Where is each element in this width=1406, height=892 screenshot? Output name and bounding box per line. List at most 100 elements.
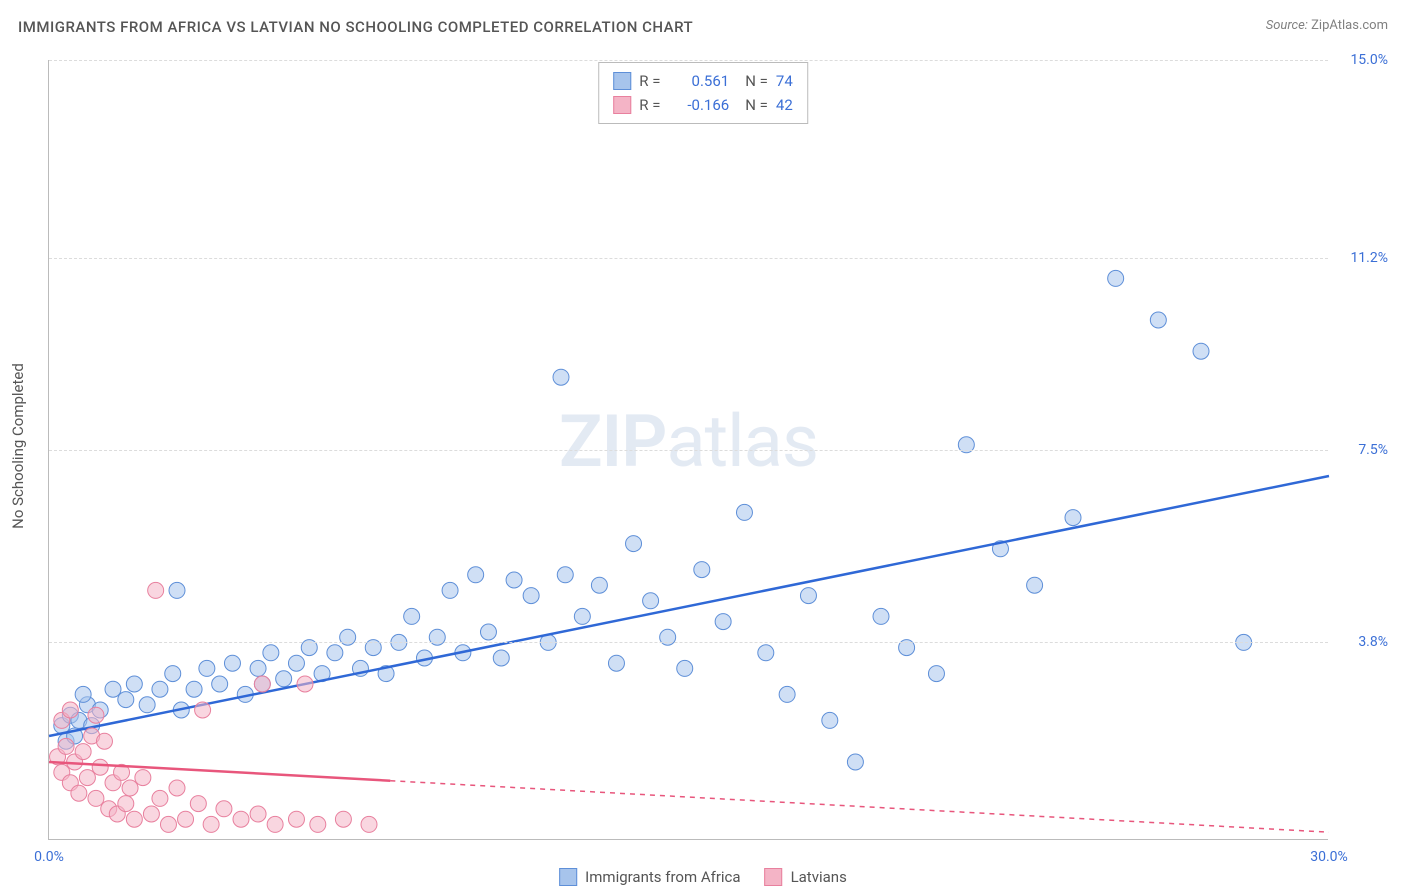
y-axis-title: No Schooling Completed: [9, 363, 27, 529]
data-point: [677, 660, 693, 676]
data-point: [557, 567, 573, 583]
data-point: [758, 645, 774, 661]
n-value: 74: [776, 69, 793, 93]
data-point: [212, 676, 228, 692]
y-tick-label: 15.0%: [1350, 52, 1388, 68]
r-label: R =: [639, 69, 667, 93]
data-point: [310, 816, 326, 832]
data-point: [118, 692, 134, 708]
data-point: [135, 770, 151, 786]
r-value: 0.561: [675, 69, 729, 93]
data-point: [126, 811, 142, 827]
data-point: [327, 645, 343, 661]
data-point: [335, 811, 351, 827]
gridline: [49, 642, 1328, 643]
gridline: [49, 450, 1328, 451]
data-point: [203, 816, 219, 832]
data-point: [276, 671, 292, 687]
legend-swatch: [559, 868, 577, 886]
y-tick-label: 11.2%: [1350, 250, 1388, 266]
data-point: [442, 582, 458, 598]
legend-swatch: [765, 868, 783, 886]
data-point: [736, 504, 752, 520]
n-label: N =: [745, 93, 768, 117]
data-point: [523, 588, 539, 604]
data-point: [160, 816, 176, 832]
plot-area: ZIPatlas 3.8%7.5%11.2%15.0%0.0%30.0%: [48, 60, 1328, 840]
data-point: [288, 811, 304, 827]
data-point: [468, 567, 484, 583]
x-tick-label: 30.0%: [1310, 849, 1348, 865]
data-point: [139, 697, 155, 713]
data-point: [800, 588, 816, 604]
data-point: [779, 686, 795, 702]
data-point: [186, 681, 202, 697]
source-label: Source:: [1266, 18, 1308, 33]
data-point: [250, 660, 266, 676]
data-point: [288, 655, 304, 671]
data-point: [626, 536, 642, 552]
data-point: [169, 582, 185, 598]
legend-label: Immigrants from Africa: [585, 868, 740, 886]
data-point: [75, 744, 91, 760]
data-point: [199, 660, 215, 676]
legend-item: Latvians: [765, 868, 847, 886]
chart-title: IMMIGRANTS FROM AFRICA VS LATVIAN NO SCH…: [18, 18, 693, 36]
data-point: [105, 681, 121, 697]
data-point: [928, 666, 944, 682]
n-value: 42: [776, 93, 793, 117]
data-point: [715, 614, 731, 630]
data-point: [254, 676, 270, 692]
data-point: [1065, 510, 1081, 526]
data-point: [873, 608, 889, 624]
gridline: [49, 258, 1328, 259]
data-point: [216, 801, 232, 817]
data-point: [71, 785, 87, 801]
data-point: [224, 655, 240, 671]
data-point: [165, 666, 181, 682]
trendline-dashed: [390, 781, 1329, 832]
y-tick-label: 7.5%: [1358, 442, 1388, 458]
data-point: [126, 676, 142, 692]
data-point: [122, 780, 138, 796]
data-point: [267, 816, 283, 832]
x-tick-label: 0.0%: [34, 849, 64, 865]
legend-swatch: [613, 96, 631, 114]
legend-label: Latvians: [791, 868, 847, 886]
r-value: -0.166: [675, 93, 729, 117]
data-point: [643, 593, 659, 609]
data-point: [152, 681, 168, 697]
series-legend: Immigrants from Africa Latvians: [559, 868, 847, 886]
data-point: [190, 796, 206, 812]
data-point: [152, 790, 168, 806]
r-label: R =: [639, 93, 667, 117]
data-point: [233, 811, 249, 827]
data-point: [58, 738, 74, 754]
correlation-legend: R = 0.561 N = 74 R = -0.166 N = 42: [598, 62, 808, 124]
data-point: [169, 780, 185, 796]
legend-swatch: [613, 72, 631, 90]
data-point: [96, 733, 112, 749]
n-label: N =: [745, 69, 768, 93]
data-point: [178, 811, 194, 827]
data-point: [822, 712, 838, 728]
correlation-row: R = 0.561 N = 74: [613, 69, 793, 93]
data-point: [608, 655, 624, 671]
data-point: [88, 707, 104, 723]
y-tick-label: 3.8%: [1358, 634, 1388, 650]
data-point: [591, 577, 607, 593]
data-point: [62, 702, 78, 718]
data-point: [694, 562, 710, 578]
legend-item: Immigrants from Africa: [559, 868, 740, 886]
data-point: [553, 369, 569, 385]
data-point: [143, 806, 159, 822]
data-point: [1108, 270, 1124, 286]
data-point: [847, 754, 863, 770]
data-point: [79, 770, 95, 786]
data-point: [250, 806, 266, 822]
correlation-row: R = -0.166 N = 42: [613, 93, 793, 117]
data-point: [88, 790, 104, 806]
data-point: [1193, 343, 1209, 359]
source-name: ZipAtlas.com: [1311, 18, 1388, 33]
data-point: [480, 624, 496, 640]
